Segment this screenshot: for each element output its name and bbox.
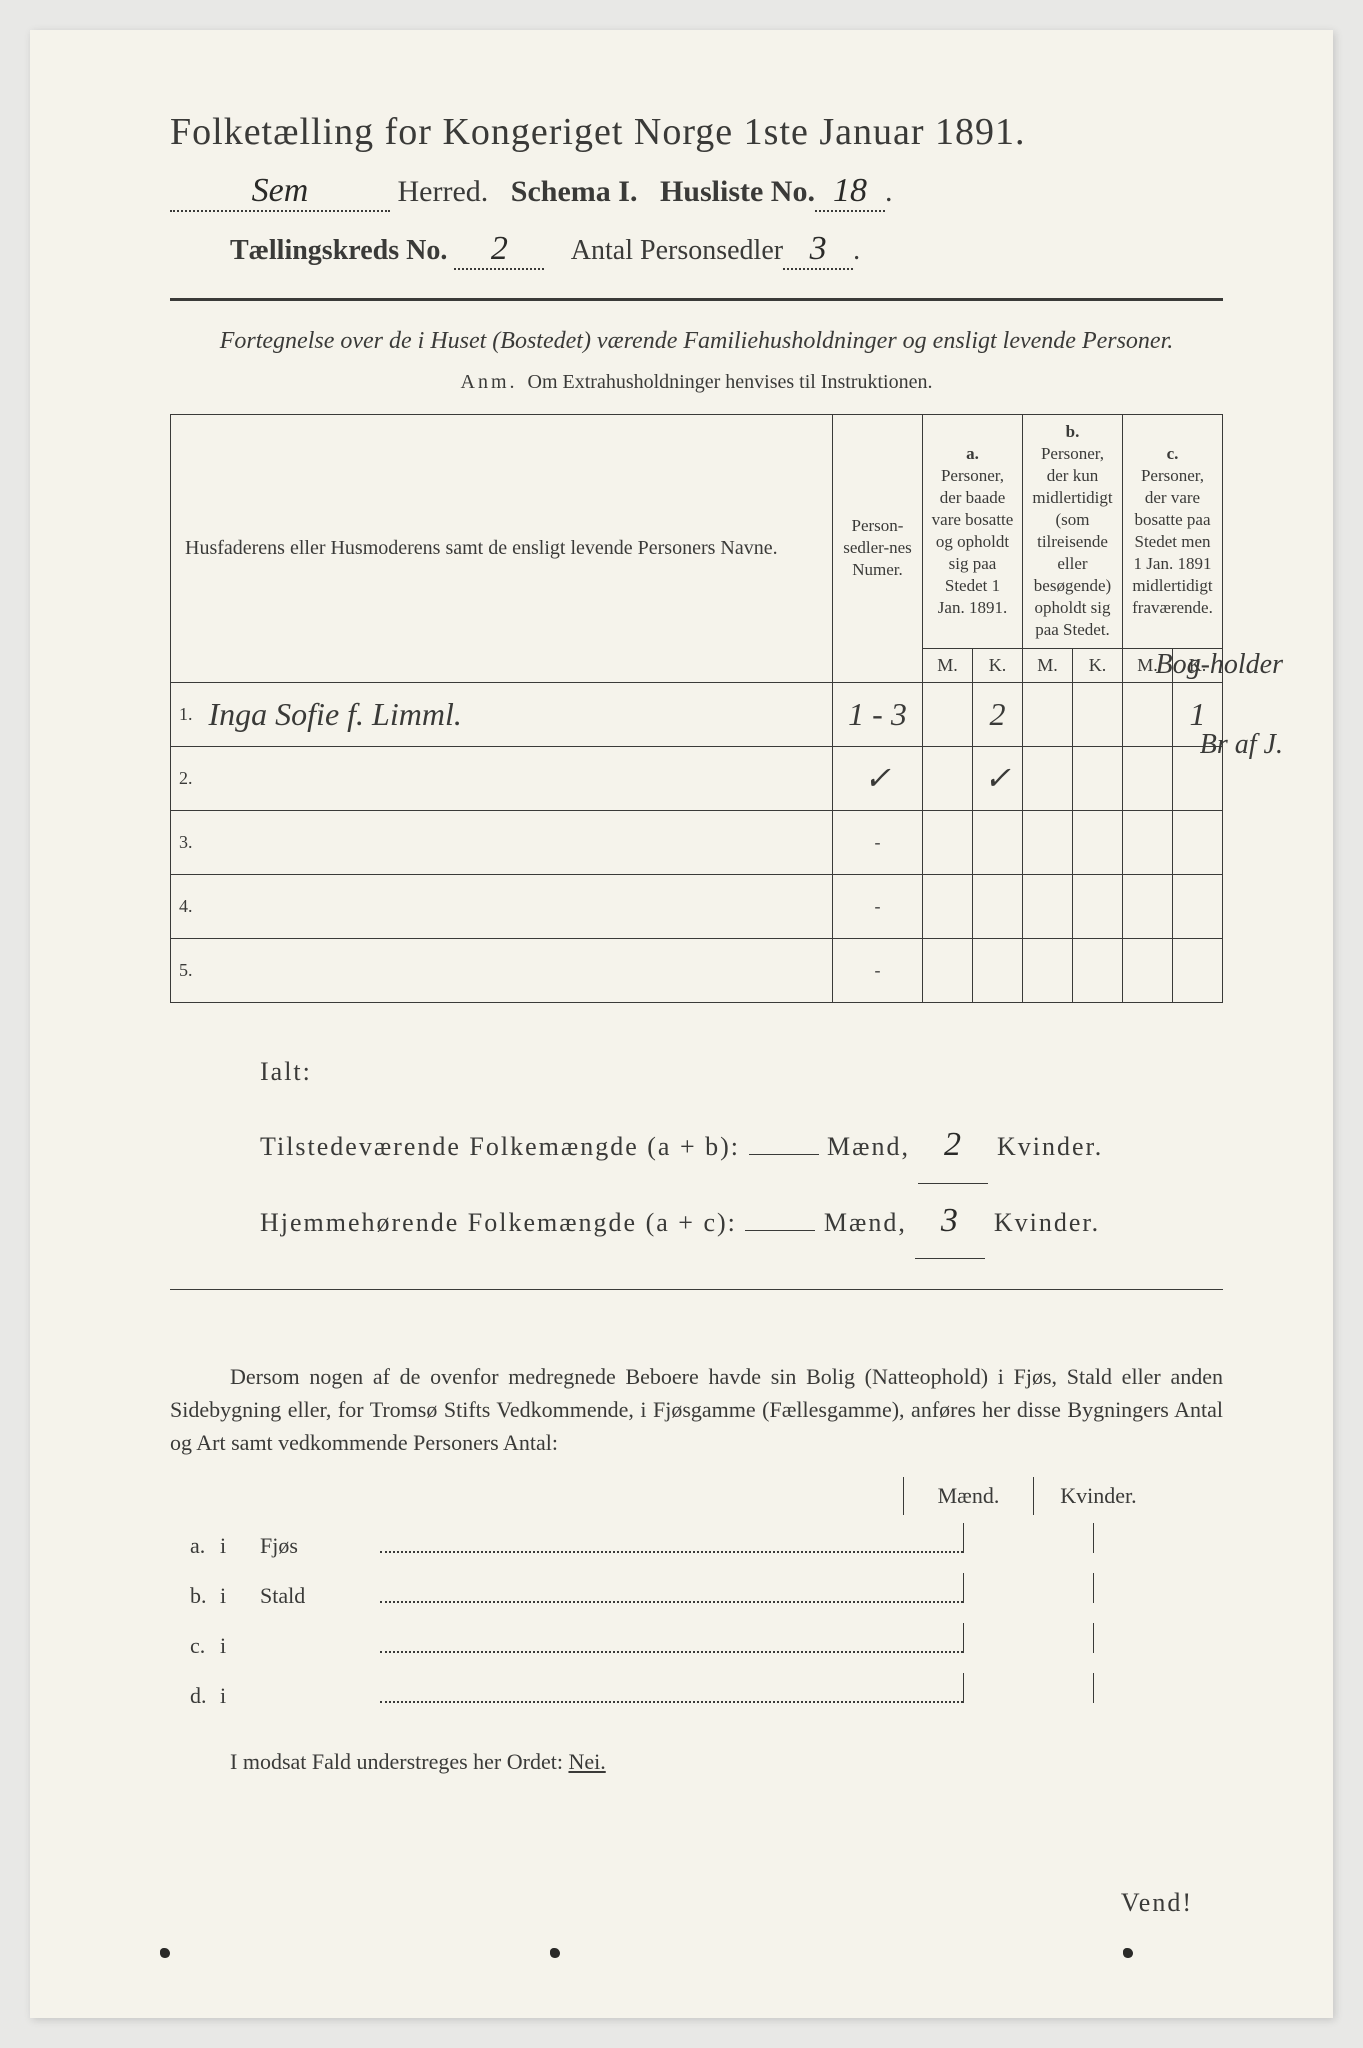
building-paragraph: Dersom nogen af de ovenfor medregnede Be…	[170, 1360, 1223, 1459]
line-c: c. i	[170, 1623, 1223, 1659]
husliste-value: 18	[815, 172, 885, 212]
antal-value: 3	[783, 230, 853, 270]
ialt-label: Ialt:	[260, 1043, 1223, 1100]
antal-label: Antal Personsedler	[571, 235, 783, 266]
anm-line: Anm. Om Extrahusholdninger henvises til …	[170, 371, 1223, 394]
col-a-m: M.	[923, 648, 973, 682]
col-b-k: K.	[1073, 648, 1123, 682]
col-b-m: M.	[1023, 648, 1073, 682]
nei-word: Nei.	[568, 1749, 605, 1774]
summary-line-1: Tilstedeværende Folkemængde (a + b): Mæn…	[260, 1108, 1223, 1184]
ink-dot	[160, 1948, 170, 1958]
col-numer: Person-sedler-nes Numer.	[833, 414, 923, 682]
ink-dot	[550, 1948, 560, 1958]
kvinder-label: Kvinder.	[1033, 1477, 1163, 1515]
summary-block: Ialt: Tilstedeværende Folkemængde (a + b…	[170, 1043, 1223, 1260]
table-row: 1. Inga Sofie f. Limml. 1 - 3 2 1	[171, 682, 1223, 746]
mk-header: Mænd.Kvinder.	[170, 1477, 1223, 1515]
col-c: c. Personer, der vare bosatte paa Stedet…	[1123, 414, 1223, 648]
table-row: 3. -	[171, 810, 1223, 874]
table-row: 5. -	[171, 938, 1223, 1002]
sum-1-m	[749, 1154, 819, 1155]
page-title: Folketælling for Kongeriget Norge 1ste J…	[170, 110, 1223, 154]
census-table: Husfaderens eller Husmoderens samt de en…	[170, 414, 1223, 1003]
summary-line-2: Hjemmehørende Folkemængde (a + c): Mænd,…	[260, 1184, 1223, 1260]
line-d: d. i	[170, 1673, 1223, 1709]
vend-label: Vend!	[1121, 1888, 1193, 1918]
nei-line: I modsat Fald understreges her Ordet: Ne…	[170, 1749, 1223, 1775]
col-a-k: K.	[973, 648, 1023, 682]
ink-dot	[1123, 1948, 1133, 1958]
husliste-label: Husliste No.	[660, 175, 815, 208]
col-a: a. Personer, der baade vare bosatte og o…	[923, 414, 1023, 648]
building-lines: a. i Fjøs b. i Stald c. i d. i	[170, 1523, 1223, 1709]
maend-label: Mænd.	[903, 1477, 1033, 1515]
divider	[170, 298, 1223, 301]
margin-note-1: Bog-holder	[1155, 650, 1283, 681]
line-b: b. i Stald	[170, 1573, 1223, 1609]
sum-2-k: 3	[915, 1184, 985, 1260]
header-line-3: Tællingskreds No. 2 Antal Personsedler3.	[170, 230, 1223, 270]
sum-1-k: 2	[918, 1108, 988, 1184]
kreds-value: 2	[454, 230, 544, 270]
herred-label: Herred.	[398, 175, 489, 208]
kreds-label: Tællingskreds No.	[230, 235, 447, 266]
col-names: Husfaderens eller Husmoderens samt de en…	[171, 414, 833, 682]
table-row: 4. -	[171, 874, 1223, 938]
subtitle: Fortegnelse over de i Huset (Bostedet) v…	[170, 325, 1223, 359]
census-form-page: Folketælling for Kongeriget Norge 1ste J…	[30, 30, 1333, 2018]
table-row: 2. ✓ ✓	[171, 746, 1223, 810]
header-line-2: Sem Herred. Schema I. Husliste No.18.	[170, 172, 1223, 212]
anm-text: Om Extrahusholdninger henvises til Instr…	[528, 371, 933, 393]
divider	[170, 1289, 1223, 1290]
margin-note-2: Br af J.	[1200, 730, 1283, 761]
line-a: a. i Fjøs	[170, 1523, 1223, 1559]
anm-label: Anm.	[461, 371, 518, 393]
herred-value: Sem	[170, 172, 390, 212]
schema-label: Schema I.	[511, 175, 638, 208]
col-b: b. Personer, der kun midlertidigt (som t…	[1023, 414, 1123, 648]
sum-2-m	[745, 1230, 815, 1231]
